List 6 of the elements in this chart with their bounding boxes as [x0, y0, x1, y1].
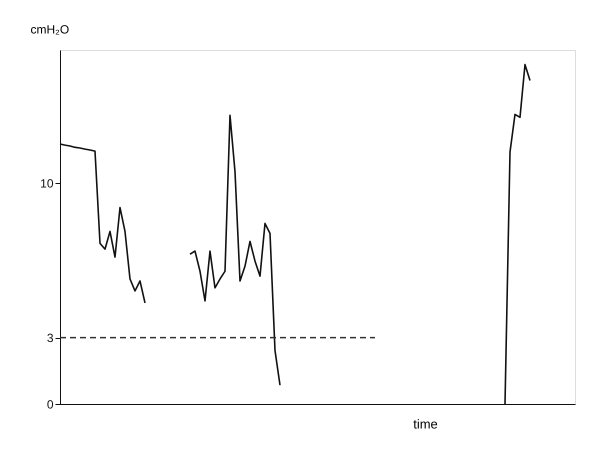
x-axis-title: time — [413, 416, 438, 432]
y-tick-label: 10 — [40, 176, 54, 190]
line-series — [189, 114, 281, 386]
y-tick-label: 3 — [46, 331, 54, 346]
y-tick-label: 0 — [46, 398, 54, 412]
y-axis-title: cmH₂O — [30, 22, 70, 36]
